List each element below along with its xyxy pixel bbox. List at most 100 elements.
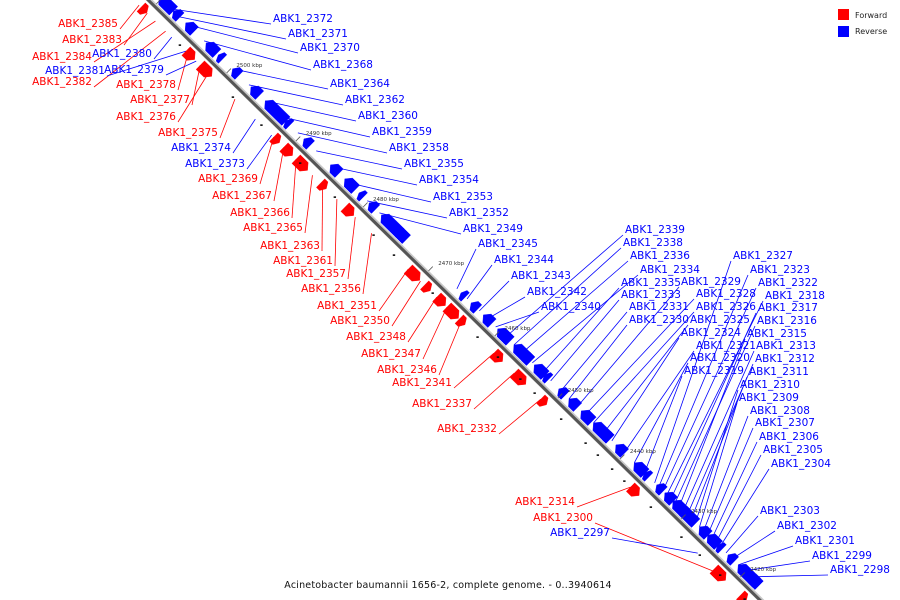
forward-gene[interactable] xyxy=(269,132,282,145)
gene-label[interactable]: ABK1_2326 xyxy=(696,301,756,313)
gene-label[interactable]: ABK1_2299 xyxy=(812,550,872,562)
gene-label[interactable]: ABK1_2372 xyxy=(273,13,333,25)
gene-label[interactable]: ABK1_2328 xyxy=(696,288,756,300)
gene-label[interactable]: ABK1_2340 xyxy=(541,301,601,313)
forward-gene[interactable] xyxy=(181,46,196,61)
reverse-gene[interactable] xyxy=(678,506,690,518)
gene-label[interactable]: ABK1_2347 xyxy=(361,348,421,360)
gene-label[interactable]: ABK1_2304 xyxy=(771,458,831,470)
gene-label[interactable]: ABK1_2301 xyxy=(795,535,855,547)
forward-gene[interactable] xyxy=(403,264,421,282)
gene-label[interactable]: ABK1_2379 xyxy=(104,64,164,76)
reverse-gene[interactable] xyxy=(264,99,291,126)
gene-label[interactable]: ABK1_2364 xyxy=(330,78,390,90)
gene-label[interactable]: ABK1_2307 xyxy=(755,417,815,429)
reverse-gene[interactable] xyxy=(747,573,764,590)
forward-gene[interactable] xyxy=(316,178,329,191)
gene-label[interactable]: ABK1_2325 xyxy=(690,314,750,326)
gene-label[interactable]: ABK1_2337 xyxy=(412,398,472,410)
reverse-gene[interactable] xyxy=(231,67,244,80)
gene-label[interactable]: ABK1_2369 xyxy=(198,173,258,185)
gene-label[interactable]: ABK1_2315 xyxy=(747,328,807,340)
reverse-gene[interactable] xyxy=(356,190,368,202)
reverse-gene[interactable] xyxy=(250,85,265,100)
gene-label[interactable]: ABK1_2338 xyxy=(623,237,683,249)
gene-label[interactable]: ABK1_2332 xyxy=(437,423,497,435)
reverse-gene[interactable] xyxy=(205,41,222,58)
gene-label[interactable]: ABK1_2359 xyxy=(372,126,432,138)
gene-label[interactable]: ABK1_2330 xyxy=(629,314,689,326)
gene-label[interactable]: ABK1_2349 xyxy=(463,223,523,235)
gene-label[interactable]: ABK1_2366 xyxy=(230,207,290,219)
gene-label[interactable]: ABK1_2373 xyxy=(185,158,245,170)
forward-gene[interactable] xyxy=(736,590,749,600)
gene-label[interactable]: ABK1_2346 xyxy=(377,364,437,376)
gene-label[interactable]: ABK1_2308 xyxy=(750,405,810,417)
forward-gene[interactable] xyxy=(454,314,467,327)
forward-gene[interactable] xyxy=(432,292,447,307)
gene-label[interactable]: ABK1_2352 xyxy=(449,207,509,219)
gene-label[interactable]: ABK1_2378 xyxy=(116,79,176,91)
reverse-gene[interactable] xyxy=(633,461,650,478)
gene-label[interactable]: ABK1_2375 xyxy=(158,127,218,139)
gene-label[interactable]: ABK1_2317 xyxy=(758,302,818,314)
gene-label[interactable]: ABK1_2298 xyxy=(830,564,890,576)
reverse-gene[interactable] xyxy=(715,542,727,554)
reverse-gene[interactable] xyxy=(557,387,570,400)
gene-label[interactable]: ABK1_2353 xyxy=(433,191,493,203)
gene-label[interactable]: ABK1_2342 xyxy=(527,286,587,298)
forward-gene[interactable] xyxy=(625,482,640,497)
reverse-gene[interactable] xyxy=(521,351,536,366)
reverse-gene[interactable] xyxy=(655,483,668,496)
reverse-gene[interactable] xyxy=(215,52,228,64)
gene-label[interactable]: ABK1_2300 xyxy=(533,512,593,524)
gene-label[interactable]: ABK1_2314 xyxy=(515,496,575,508)
forward-gene[interactable] xyxy=(489,348,504,363)
reverse-gene[interactable] xyxy=(687,515,701,528)
reverse-gene[interactable] xyxy=(458,290,470,302)
gene-label[interactable]: ABK1_2361 xyxy=(273,255,333,267)
gene-label[interactable]: ABK1_2336 xyxy=(630,250,690,262)
forward-gene[interactable] xyxy=(340,202,355,217)
gene-label[interactable]: ABK1_2365 xyxy=(243,222,303,234)
gene-label[interactable]: ABK1_2377 xyxy=(130,94,190,106)
reverse-gene[interactable] xyxy=(184,21,199,36)
gene-label[interactable]: ABK1_2313 xyxy=(756,340,816,352)
reverse-gene[interactable] xyxy=(726,553,739,566)
gene-label[interactable]: ABK1_2358 xyxy=(389,142,449,154)
gene-label[interactable]: ABK1_2370 xyxy=(300,42,360,54)
forward-gene[interactable] xyxy=(709,564,727,582)
forward-gene[interactable] xyxy=(195,60,213,78)
gene-label[interactable]: ABK1_2303 xyxy=(760,505,820,517)
gene-label[interactable]: ABK1_2362 xyxy=(345,94,405,106)
gene-label[interactable]: ABK1_2356 xyxy=(301,283,361,295)
reverse-gene[interactable] xyxy=(503,334,515,346)
gene-label[interactable]: ABK1_2312 xyxy=(755,353,815,365)
reverse-gene[interactable] xyxy=(542,372,554,384)
reverse-gene[interactable] xyxy=(496,327,513,344)
gene-label[interactable]: ABK1_2383 xyxy=(62,34,122,46)
gene-label[interactable]: ABK1_2318 xyxy=(765,290,825,302)
gene-label[interactable]: ABK1_2355 xyxy=(404,158,464,170)
gene-label[interactable]: ABK1_2341 xyxy=(392,377,452,389)
gene-label[interactable]: ABK1_2357 xyxy=(286,268,346,280)
reverse-gene[interactable] xyxy=(615,443,629,458)
reverse-gene[interactable] xyxy=(706,533,723,550)
reverse-gene[interactable] xyxy=(602,431,615,444)
gene-label[interactable]: ABK1_2309 xyxy=(739,392,799,404)
gene-label[interactable]: ABK1_2310 xyxy=(740,379,800,391)
gene-label[interactable]: ABK1_2305 xyxy=(763,444,823,456)
gene-label[interactable]: ABK1_2345 xyxy=(478,238,538,250)
gene-label[interactable]: ABK1_2320 xyxy=(690,352,750,364)
gene-label[interactable]: ABK1_2316 xyxy=(757,315,817,327)
reverse-gene[interactable] xyxy=(641,470,654,482)
gene-label[interactable]: ABK1_2302 xyxy=(777,520,837,532)
gene-label[interactable]: ABK1_2350 xyxy=(330,315,390,327)
gene-label[interactable]: ABK1_2333 xyxy=(621,289,681,301)
gene-label[interactable]: ABK1_2354 xyxy=(419,174,479,186)
forward-gene[interactable] xyxy=(279,142,294,157)
gene-label[interactable]: ABK1_2327 xyxy=(733,250,793,262)
gene-label[interactable]: ABK1_2344 xyxy=(494,254,554,266)
gene-label[interactable]: ABK1_2331 xyxy=(629,301,689,313)
